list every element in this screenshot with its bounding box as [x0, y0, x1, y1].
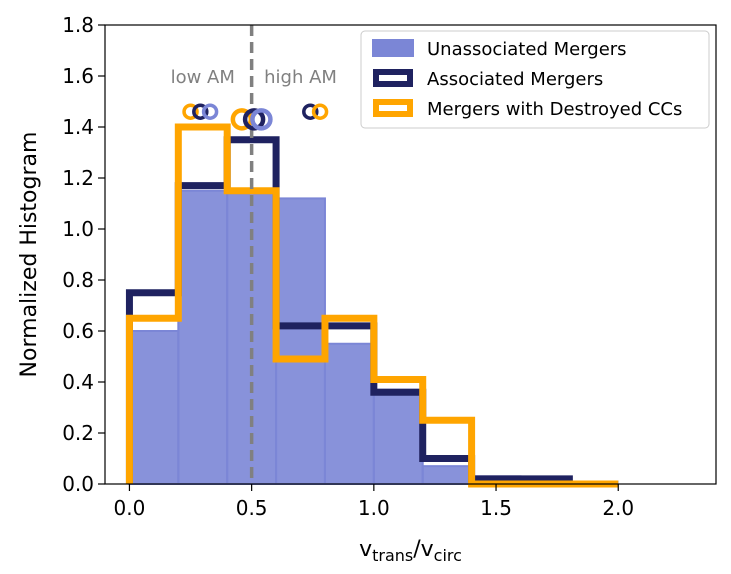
x-tick-label: 0.5: [236, 496, 268, 520]
legend-label-unassociated-mergers: Unassociated Mergers: [427, 39, 627, 60]
bar-unassociated-mergers: [323, 342, 375, 485]
y-tick-label: 0.6: [62, 319, 94, 343]
y-axis-label: Normalized Histogram: [17, 132, 42, 378]
bar-unassociated-mergers: [128, 330, 180, 485]
divider-layer: low AM high AM: [171, 25, 337, 484]
y-tick-label: 1.0: [62, 217, 94, 241]
marker-unassociated-mergers: [250, 108, 273, 131]
legend-swatch-unassociated-mergers: [372, 39, 414, 57]
plot-frame: [104, 24, 717, 485]
x-axis-label-main: v: [359, 537, 372, 562]
marker-mergers-with-destroyed-ccs: [182, 103, 199, 120]
marker-unassociated-mergers: [201, 103, 219, 120]
histogram-layer: [125, 123, 619, 488]
y-tick-label: 1.4: [62, 115, 94, 139]
legend-swatch-associated-mergers: [373, 69, 413, 87]
bar-unassociated-mergers: [177, 189, 229, 485]
x-axis-label: vtrans/vcirc: [359, 537, 462, 565]
marker-associated-mergers: [302, 103, 319, 120]
bar-unassociated-mergers: [275, 197, 326, 485]
x-tick-label: 1.0: [358, 496, 390, 520]
median-markers-layer: [182, 103, 329, 131]
y-tick-label: 0.2: [62, 421, 94, 445]
bar-unassociated-mergers: [421, 465, 473, 485]
legend-label-associated-mergers: Associated Mergers: [427, 69, 603, 90]
annotation-high-am: high AM: [264, 67, 337, 88]
y-tick-label: 1.8: [62, 13, 94, 37]
axes-layer: 0.0 0.5 1.0 1.5 2.0 0.0 0.2 0.4 0.6 0.8 1.0 1.2 1.4 1…: [17, 13, 717, 565]
marker-mergers-with-destroyed-ccs: [311, 103, 329, 120]
y-tick-label: 0.0: [62, 472, 94, 496]
x-axis-label-slash: /v: [413, 537, 433, 562]
marker-associated-mergers: [192, 103, 209, 120]
y-tick-label: 1.6: [62, 64, 94, 88]
x-axis-label-sub2: circ: [434, 546, 462, 565]
legend-label-mergers-with-destroyed-ccs: Mergers with Destroyed CCs: [427, 99, 682, 120]
legend: Unassociated Mergers Associated Mergers Me…: [360, 30, 710, 129]
x-tick-label: 2.0: [602, 496, 634, 520]
y-tick-label: 0.4: [62, 370, 94, 394]
legend-swatch-mergers-with-destroyed-ccs: [373, 99, 413, 117]
annotation-low-am: low AM: [171, 67, 235, 88]
x-tick-label: 1.5: [480, 496, 512, 520]
marker-associated-mergers: [242, 108, 266, 131]
y-tick-label: 1.2: [62, 166, 94, 190]
bar-unassociated-mergers: [372, 388, 424, 485]
y-tick-label: 0.8: [62, 268, 94, 292]
x-tick-label: 0.0: [114, 496, 146, 520]
legend-box: [360, 30, 710, 129]
x-axis-label-sub1: trans: [372, 546, 413, 565]
